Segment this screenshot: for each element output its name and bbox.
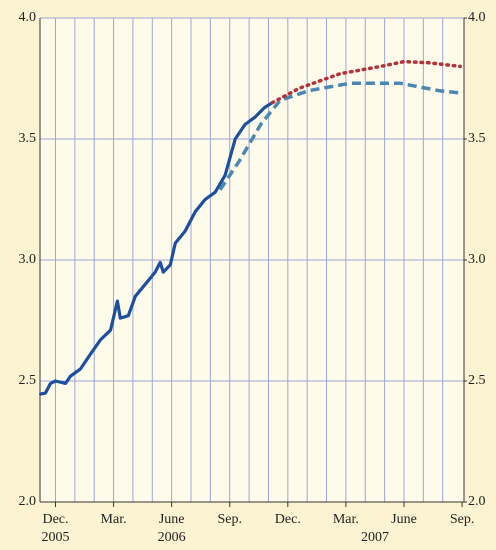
x-tick-label: June <box>159 512 185 527</box>
year-label: 2005 <box>41 530 69 545</box>
x-tick-label: Mar. <box>101 512 127 527</box>
y2-tick-label: 2.5 <box>468 373 486 388</box>
y-tick-label: 3.0 <box>19 252 37 267</box>
y-tick-label: 2.0 <box>19 494 37 509</box>
series-line <box>218 81 461 191</box>
y-tick-label: 2.5 <box>19 373 37 388</box>
year-label: 2007 <box>361 530 389 545</box>
y2-tick-label: 3.0 <box>468 252 486 267</box>
x-tick-label: Dec. <box>275 512 301 527</box>
series-line <box>270 59 462 105</box>
y-tick-label: 3.5 <box>19 131 37 146</box>
y2-tick-label: 4.0 <box>468 10 486 25</box>
y2-tick-label: 2.0 <box>468 494 486 509</box>
y2-tick-label: 3.5 <box>468 131 486 146</box>
x-tick-label: June <box>391 512 417 527</box>
x-tick-label: Mar. <box>333 512 359 527</box>
series-line <box>39 101 274 396</box>
x-tick-label: Sep. <box>217 512 242 527</box>
year-label: 2006 <box>158 530 186 545</box>
x-tick-label: Dec. <box>42 512 68 527</box>
y-tick-label: 4.0 <box>19 10 37 25</box>
x-tick-label: Sep. <box>450 512 475 527</box>
